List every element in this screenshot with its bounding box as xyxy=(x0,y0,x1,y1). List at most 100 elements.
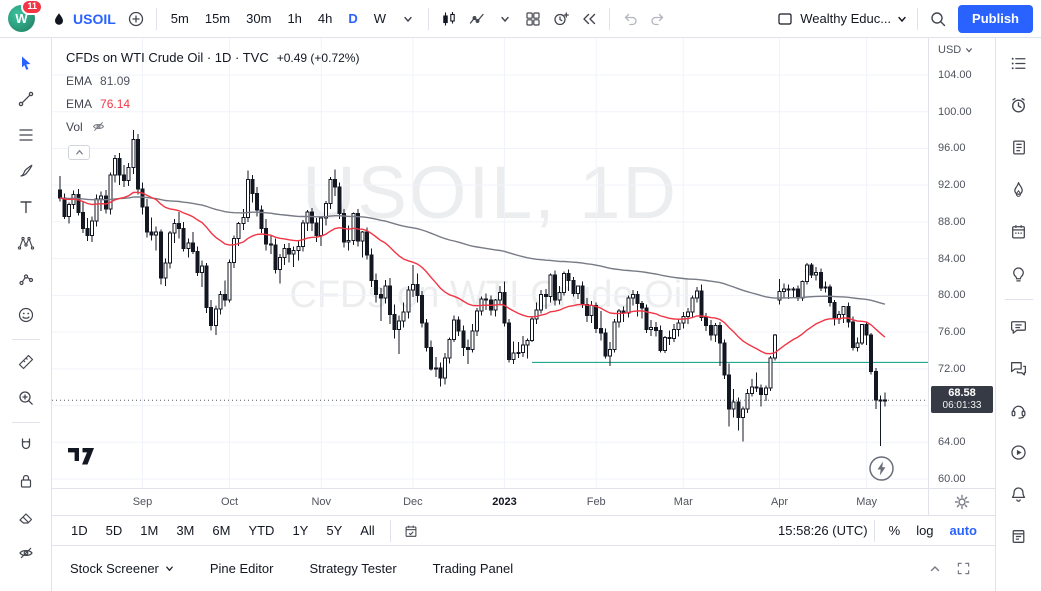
symbol-search-button[interactable]: USOIL xyxy=(45,11,122,27)
brush-tool[interactable] xyxy=(8,154,44,188)
range-6m[interactable]: 6M xyxy=(212,523,231,538)
range-all[interactable]: All xyxy=(360,523,375,538)
measure-tool[interactable] xyxy=(8,345,44,379)
timeframe-30m[interactable]: 30m xyxy=(246,10,272,26)
divider xyxy=(11,339,40,340)
panel-maximize-button[interactable] xyxy=(949,555,977,583)
divider xyxy=(873,519,875,542)
timeframe-5m[interactable]: 5m xyxy=(170,10,189,26)
xabcd-pattern-tool[interactable] xyxy=(8,226,44,260)
chart-plot[interactable]: USOIL, 1D CFDs on WTI Crude Oil CFDs on … xyxy=(52,38,928,488)
eraser-tool[interactable] xyxy=(8,500,44,534)
indicators-menu-chevron-down-icon[interactable] xyxy=(491,5,519,33)
bar-replay-button[interactable] xyxy=(575,5,603,33)
hotlists-icon[interactable] xyxy=(999,168,1039,210)
time-tick-label: Oct xyxy=(221,496,239,508)
divider xyxy=(155,7,157,30)
time-scale[interactable]: Sep Oct Nov Dec 2023 Feb Mar Apr May xyxy=(52,488,928,515)
ideas-icon[interactable] xyxy=(999,252,1039,294)
percent-scale-toggle[interactable]: % xyxy=(888,523,901,538)
notifications-icon[interactable] xyxy=(999,473,1039,515)
timeframe-1h[interactable]: 1h xyxy=(287,10,302,26)
legend-volume-row[interactable]: Vol xyxy=(66,115,359,138)
lock-drawings-tool[interactable] xyxy=(8,464,44,498)
legend-symbol-title[interactable]: CFDs on WTI Crude Oil · 1D · TVC xyxy=(66,50,269,65)
timeframe-15m[interactable]: 15m xyxy=(204,10,231,26)
fib-retracement-tool[interactable] xyxy=(8,118,44,152)
screener-chevron-down-icon xyxy=(166,566,173,572)
emoji-tool[interactable] xyxy=(8,298,44,332)
user-menu-button[interactable]: W 11 xyxy=(8,0,43,32)
private-chats-icon[interactable] xyxy=(999,347,1039,389)
trend-line-tool[interactable] xyxy=(8,82,44,116)
time-tick-label: Nov xyxy=(311,496,331,508)
news-flow-icon[interactable] xyxy=(999,126,1039,168)
hide-drawings-tool[interactable] xyxy=(8,536,44,570)
legend-main-row[interactable]: CFDs on WTI Crude Oil · 1D · TVC +0.49 (… xyxy=(66,46,359,69)
text-tool[interactable] xyxy=(8,190,44,224)
range-1y[interactable]: 1Y xyxy=(292,523,309,538)
economic-calendar-icon[interactable] xyxy=(999,515,1039,557)
bottom-toolbar: 1D 5D 1M 3M 6M YTD 1Y 5Y All 15:58:26 (U… xyxy=(52,515,995,545)
range-1d[interactable]: 1D xyxy=(71,523,88,538)
timeframe-4h[interactable]: 4h xyxy=(317,10,333,26)
zoom-in-tool[interactable] xyxy=(8,381,44,415)
forecast-tool[interactable] xyxy=(8,262,44,296)
layout-chevron-down-icon xyxy=(897,14,907,24)
support-icon[interactable] xyxy=(999,389,1039,431)
layout-selector[interactable]: Wealthy Educ... xyxy=(772,10,911,28)
undo-button[interactable] xyxy=(616,5,644,33)
tab-strategy-tester[interactable]: Strategy Tester xyxy=(309,561,396,576)
legend-ema2-row[interactable]: EMA 76.14 xyxy=(66,92,359,115)
publish-button[interactable]: Publish xyxy=(958,4,1033,33)
calendar-icon[interactable] xyxy=(999,210,1039,252)
scales-corner xyxy=(928,488,995,515)
search-button[interactable] xyxy=(924,5,952,33)
tab-pine-editor[interactable]: Pine Editor xyxy=(210,561,274,576)
panel-expand-chevron-up-button[interactable] xyxy=(921,555,949,583)
magnet-tool[interactable] xyxy=(8,428,44,462)
legend-ema1-row[interactable]: EMA 81.09 xyxy=(66,69,359,92)
chart-settings-gear-icon[interactable] xyxy=(954,494,970,510)
auto-scale-toggle[interactable]: auto xyxy=(949,523,977,538)
time-tick-label: Dec xyxy=(403,496,423,508)
redo-button[interactable] xyxy=(644,5,672,33)
tab-stock-screener[interactable]: Stock Screener xyxy=(70,561,174,576)
tradingview-logo[interactable] xyxy=(68,448,95,465)
time-tick-label: Feb xyxy=(586,496,606,508)
price-scale-currency-button[interactable]: USD xyxy=(938,44,973,56)
time-tick-label: Apr xyxy=(770,496,789,508)
go-to-date-button[interactable] xyxy=(397,517,425,545)
layout-grid-button[interactable] xyxy=(519,5,547,33)
alerts-icon[interactable] xyxy=(999,84,1039,126)
create-alert-button[interactable] xyxy=(547,5,575,33)
timeframe-menu-chevron-down-icon[interactable] xyxy=(394,5,422,33)
range-3m[interactable]: 3M xyxy=(176,523,195,538)
legend-collapse-button[interactable] xyxy=(68,145,90,160)
range-5y[interactable]: 5Y xyxy=(326,523,343,538)
price-scale[interactable]: USD 104.00 100.00 96.00 92.00 88.00 84.00 80.0… xyxy=(928,38,995,488)
chat-icon[interactable] xyxy=(999,305,1039,347)
cursor-tool[interactable] xyxy=(8,46,44,80)
timeframe-1w[interactable]: W xyxy=(373,10,387,26)
range-5d[interactable]: 5D xyxy=(105,523,123,538)
tab-trading-panel[interactable]: Trading Panel xyxy=(433,561,513,576)
bottom-panel: Stock Screener Pine Editor Strategy Test… xyxy=(52,545,995,591)
compare-add-symbol-button[interactable] xyxy=(122,5,150,33)
range-1m[interactable]: 1M xyxy=(140,523,159,538)
timeframe-1d-active[interactable]: D xyxy=(348,10,358,26)
quick-action-lightning-button[interactable] xyxy=(868,455,895,482)
streams-icon[interactable] xyxy=(999,431,1039,473)
chart-style-candles-button[interactable] xyxy=(435,5,463,33)
divider xyxy=(917,7,919,30)
log-scale-toggle[interactable]: log xyxy=(916,523,934,538)
eye-hidden-icon[interactable] xyxy=(91,119,106,134)
candlestick-chart[interactable] xyxy=(52,38,928,488)
time-tick-label: 2023 xyxy=(492,496,517,508)
indicators-button[interactable] xyxy=(463,5,491,33)
utc-clock[interactable]: 15:58:26 (UTC) xyxy=(778,523,868,538)
divider xyxy=(609,7,611,30)
watchlist-icon[interactable] xyxy=(999,42,1039,84)
range-ytd[interactable]: YTD xyxy=(248,523,275,538)
